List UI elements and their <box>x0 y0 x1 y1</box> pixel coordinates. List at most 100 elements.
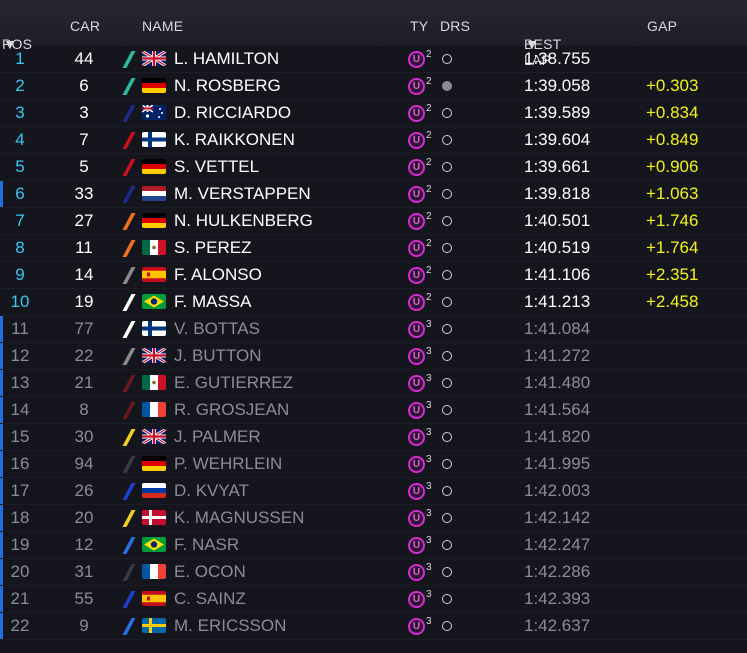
drs-indicator-icon <box>442 567 452 577</box>
team-color-stripe <box>122 564 136 581</box>
best-lap-cell: 1:41.995 <box>524 454 591 473</box>
drs-indicator-icon <box>442 324 452 334</box>
team-color-stripe <box>122 267 136 284</box>
tyre-compound-icon: U <box>408 429 425 446</box>
table-row[interactable]: 11 77 V. BOTTAS U 3 1:41.084 <box>0 316 747 343</box>
driver-name-cell[interactable]: D. RICCIARDO <box>174 103 292 122</box>
tyre-compound-label: U <box>408 618 425 635</box>
tyre-compound-label: U <box>408 51 425 68</box>
table-row[interactable]: 15 30 J. PALMER U 3 1:41.820 <box>0 424 747 451</box>
car-number-cell: 30 <box>74 427 94 446</box>
car-number-cell: 21 <box>74 373 94 392</box>
car-number-cell: 31 <box>74 562 94 581</box>
tyre-laps-label: 3 <box>426 454 432 465</box>
car-number-cell: 55 <box>74 589 94 608</box>
position-cell: 21 <box>10 589 30 608</box>
row-marker <box>0 532 3 559</box>
column-header-name[interactable]: NAME <box>142 18 184 34</box>
tyre-compound-label: U <box>408 591 425 608</box>
driver-name-cell[interactable]: M. ERICSSON <box>174 616 287 635</box>
table-row[interactable]: 1 44 L. HAMILTON U 2 1:38.755 <box>0 46 747 73</box>
position-cell: 18 <box>10 508 30 527</box>
driver-name-cell[interactable]: K. RAIKKONEN <box>174 130 295 149</box>
driver-name-cell[interactable]: E. GUTIERREZ <box>174 373 294 392</box>
row-marker <box>0 559 3 586</box>
best-lap-cell: 1:42.637 <box>524 616 591 635</box>
table-row[interactable]: 22 9 M. ERICSSON U 3 1:42.637 <box>0 613 747 640</box>
team-color-stripe <box>122 537 136 554</box>
driver-name-cell[interactable]: S. VETTEL <box>174 157 260 176</box>
tyre-compound-icon: U <box>408 591 425 608</box>
car-number-cell: 11 <box>75 238 93 257</box>
best-lap-cell: 1:41.084 <box>524 319 591 338</box>
flag-es-icon <box>142 591 166 606</box>
car-number-cell: 7 <box>79 130 89 149</box>
table-row[interactable]: 13 21 E. GUTIERREZ U 3 1:41.480 <box>0 370 747 397</box>
table-row[interactable]: 20 31 E. OCON U 3 1:42.286 <box>0 559 747 586</box>
column-header-tyre[interactable]: TY <box>410 18 429 34</box>
table-row[interactable]: 17 26 D. KVYAT U 3 1:42.003 <box>0 478 747 505</box>
table-row[interactable]: 6 33 M. VERSTAPPEN U 2 1:39.818 +1.063 <box>0 181 747 208</box>
position-cell: 9 <box>15 265 25 284</box>
driver-name-cell[interactable]: C. SAINZ <box>174 589 246 608</box>
table-row[interactable]: 5 5 S. VETTEL U 2 1:39.661 +0.906 <box>0 154 747 181</box>
driver-name-cell[interactable]: J. PALMER <box>174 427 261 446</box>
best-lap-cell: 1:39.604 <box>524 130 591 149</box>
driver-name-cell[interactable]: F. ALONSO <box>174 265 262 284</box>
table-row[interactable]: 2 6 N. ROSBERG U 2 1:39.058 +0.303 <box>0 73 747 100</box>
table-row[interactable]: 12 22 J. BUTTON U 3 1:41.272 <box>0 343 747 370</box>
table-row[interactable]: 3 3 D. RICCIARDO U 2 1:39.589 +0.834 <box>0 100 747 127</box>
column-header-drs[interactable]: DRS <box>440 18 471 34</box>
gap-cell: +0.906 <box>646 157 699 176</box>
table-row[interactable]: 14 8 R. GROSJEAN U 3 1:41.564 <box>0 397 747 424</box>
driver-name-cell[interactable]: F. NASR <box>174 535 240 554</box>
row-divider <box>0 153 747 154</box>
table-row[interactable]: 10 19 F. MASSA U 2 1:41.213 +2.458 <box>0 289 747 316</box>
driver-name-cell[interactable]: V. BOTTAS <box>174 319 260 338</box>
flag-de-icon <box>142 456 166 471</box>
driver-name-cell[interactable]: J. BUTTON <box>174 346 262 365</box>
car-number-cell: 19 <box>74 292 94 311</box>
column-header-car[interactable]: CAR <box>70 18 101 34</box>
driver-name-cell[interactable]: M. VERSTAPPEN <box>174 184 311 203</box>
driver-name-cell[interactable]: N. ROSBERG <box>174 76 281 95</box>
drs-indicator-icon <box>442 216 452 226</box>
table-row[interactable]: 18 20 K. MAGNUSSEN U 3 1:42.142 <box>0 505 747 532</box>
row-marker <box>0 478 3 505</box>
car-number-cell: 9 <box>79 616 89 635</box>
best-lap-cell: 1:42.247 <box>524 535 591 554</box>
position-cell: 17 <box>10 481 30 500</box>
team-color-stripe <box>122 186 136 203</box>
row-divider <box>0 234 747 235</box>
tyre-laps-label: 2 <box>426 130 432 141</box>
table-row[interactable]: 21 55 C. SAINZ U 3 1:42.393 <box>0 586 747 613</box>
tyre-compound-icon: U <box>408 483 425 500</box>
table-row[interactable]: 9 14 F. ALONSO U 2 1:41.106 +2.351 <box>0 262 747 289</box>
column-header-gap[interactable]: GAP <box>647 18 678 34</box>
driver-name-cell[interactable]: R. GROSJEAN <box>174 400 290 419</box>
table-row[interactable]: 19 12 F. NASR U 3 1:42.247 <box>0 532 747 559</box>
driver-name-cell[interactable]: L. HAMILTON <box>174 49 280 68</box>
team-color-stripe <box>122 348 136 365</box>
driver-name-cell[interactable]: N. HULKENBERG <box>174 211 313 230</box>
tyre-compound-icon: U <box>408 78 425 95</box>
table-row[interactable]: 4 7 K. RAIKKONEN U 2 1:39.604 +0.849 <box>0 127 747 154</box>
driver-name-cell[interactable]: F. MASSA <box>174 292 252 311</box>
table-row[interactable]: 8 11 S. PEREZ U 2 1:40.519 +1.764 <box>0 235 747 262</box>
tyre-compound-icon: U <box>408 375 425 392</box>
table-row[interactable]: 16 94 P. WEHRLEIN U 3 1:41.995 <box>0 451 747 478</box>
drs-indicator-icon <box>442 459 452 469</box>
tyre-compound-icon: U <box>408 105 425 122</box>
team-color-stripe <box>122 159 136 176</box>
driver-name-cell[interactable]: E. OCON <box>174 562 246 581</box>
driver-name-cell[interactable]: K. MAGNUSSEN <box>174 508 305 527</box>
table-row[interactable]: 7 27 N. HULKENBERG U 2 1:40.501 +1.746 <box>0 208 747 235</box>
position-cell: 1 <box>15 49 25 68</box>
flag-fi-icon <box>142 132 166 147</box>
team-color-stripe <box>122 591 136 608</box>
driver-name-cell[interactable]: D. KVYAT <box>174 481 249 500</box>
row-divider <box>0 477 747 478</box>
driver-name-cell[interactable]: P. WEHRLEIN <box>174 454 283 473</box>
driver-name-cell[interactable]: S. PEREZ <box>174 238 252 257</box>
flag-mx-icon <box>142 375 166 390</box>
